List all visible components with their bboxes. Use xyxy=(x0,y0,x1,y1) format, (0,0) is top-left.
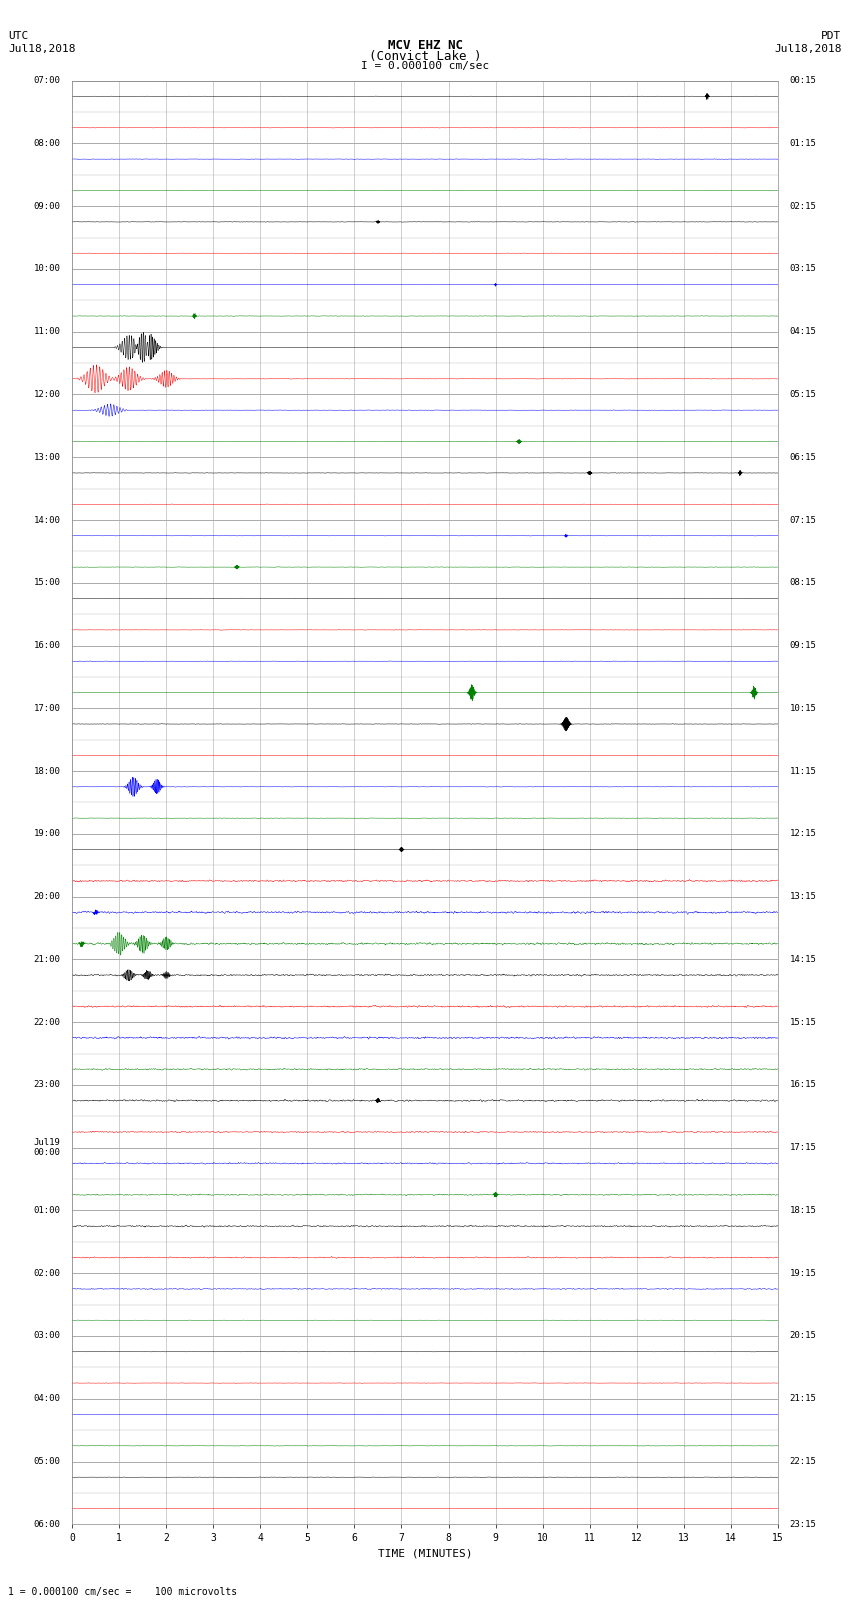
Text: 07:15: 07:15 xyxy=(790,516,816,524)
Text: 01:15: 01:15 xyxy=(790,139,816,148)
Text: PDT: PDT xyxy=(821,31,842,40)
Text: 16:15: 16:15 xyxy=(790,1081,816,1089)
Text: 05:00: 05:00 xyxy=(34,1457,60,1466)
Text: 08:00: 08:00 xyxy=(34,139,60,148)
X-axis label: TIME (MINUTES): TIME (MINUTES) xyxy=(377,1548,473,1558)
Text: 00:15: 00:15 xyxy=(790,76,816,85)
Text: 11:00: 11:00 xyxy=(34,327,60,336)
Text: 23:00: 23:00 xyxy=(34,1081,60,1089)
Text: 18:15: 18:15 xyxy=(790,1207,816,1215)
Text: I = 0.000100 cm/sec: I = 0.000100 cm/sec xyxy=(361,61,489,71)
Text: 04:15: 04:15 xyxy=(790,327,816,336)
Text: 17:00: 17:00 xyxy=(34,703,60,713)
Text: 17:15: 17:15 xyxy=(790,1144,816,1152)
Text: 01:00: 01:00 xyxy=(34,1207,60,1215)
Text: 13:00: 13:00 xyxy=(34,453,60,461)
Text: Jul19
00:00: Jul19 00:00 xyxy=(34,1139,60,1158)
Text: 21:15: 21:15 xyxy=(790,1394,816,1403)
Text: 10:00: 10:00 xyxy=(34,265,60,274)
Text: 12:00: 12:00 xyxy=(34,390,60,398)
Text: 04:00: 04:00 xyxy=(34,1394,60,1403)
Text: 02:00: 02:00 xyxy=(34,1269,60,1277)
Text: 03:00: 03:00 xyxy=(34,1331,60,1340)
Text: 21:00: 21:00 xyxy=(34,955,60,965)
Text: 12:15: 12:15 xyxy=(790,829,816,839)
Text: 11:15: 11:15 xyxy=(790,766,816,776)
Text: 15:15: 15:15 xyxy=(790,1018,816,1026)
Text: 07:00: 07:00 xyxy=(34,76,60,85)
Text: 20:00: 20:00 xyxy=(34,892,60,902)
Text: 08:15: 08:15 xyxy=(790,579,816,587)
Text: 06:00: 06:00 xyxy=(34,1519,60,1529)
Text: 20:15: 20:15 xyxy=(790,1331,816,1340)
Text: 15:00: 15:00 xyxy=(34,579,60,587)
Text: Jul18,2018: Jul18,2018 xyxy=(8,44,76,53)
Text: 10:15: 10:15 xyxy=(790,703,816,713)
Text: 05:15: 05:15 xyxy=(790,390,816,398)
Text: (Convict Lake ): (Convict Lake ) xyxy=(369,50,481,63)
Text: 22:15: 22:15 xyxy=(790,1457,816,1466)
Text: 13:15: 13:15 xyxy=(790,892,816,902)
Text: 18:00: 18:00 xyxy=(34,766,60,776)
Text: 1 = 0.000100 cm/sec =    100 microvolts: 1 = 0.000100 cm/sec = 100 microvolts xyxy=(8,1587,238,1597)
Text: 09:15: 09:15 xyxy=(790,640,816,650)
Text: 09:00: 09:00 xyxy=(34,202,60,211)
Text: Jul18,2018: Jul18,2018 xyxy=(774,44,842,53)
Text: 02:15: 02:15 xyxy=(790,202,816,211)
Text: MCV EHZ NC: MCV EHZ NC xyxy=(388,39,462,52)
Text: 23:15: 23:15 xyxy=(790,1519,816,1529)
Text: 03:15: 03:15 xyxy=(790,265,816,274)
Text: 19:15: 19:15 xyxy=(790,1269,816,1277)
Text: 16:00: 16:00 xyxy=(34,640,60,650)
Text: 06:15: 06:15 xyxy=(790,453,816,461)
Text: 19:00: 19:00 xyxy=(34,829,60,839)
Text: UTC: UTC xyxy=(8,31,29,40)
Text: 14:00: 14:00 xyxy=(34,516,60,524)
Text: 22:00: 22:00 xyxy=(34,1018,60,1026)
Text: 14:15: 14:15 xyxy=(790,955,816,965)
